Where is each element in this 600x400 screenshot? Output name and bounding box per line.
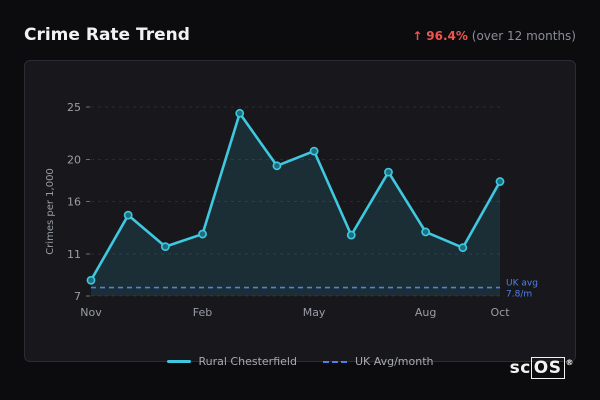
- brand-logo: sc OS ®: [509, 357, 574, 379]
- data-point: [384, 167, 393, 177]
- trend-change: ↑ 96.4% (over 12 months): [412, 29, 576, 43]
- chart-legend: Rural Chesterfield UK Avg/month: [0, 355, 600, 368]
- legend-swatch-average: [322, 360, 347, 363]
- x-tick-label: Nov: [80, 306, 102, 319]
- data-point: [458, 243, 468, 253]
- legend-item-series[interactable]: Rural Chesterfield: [166, 355, 297, 368]
- legend-label-series: Rural Chesterfield: [198, 355, 297, 368]
- brand-boxed: OS: [530, 357, 565, 379]
- average-label: UK avg: [506, 279, 538, 289]
- x-tick-label: Aug: [415, 306, 436, 319]
- data-point: [272, 161, 282, 171]
- data-point: [235, 108, 245, 118]
- x-tick-label: Oct: [490, 306, 510, 319]
- y-axis-label: Crimes per 1,000: [45, 168, 56, 255]
- trend-up-icon: ↑: [412, 29, 423, 43]
- legend-swatch-series: [166, 360, 191, 363]
- y-tick-label: 7: [74, 290, 81, 303]
- data-point: [86, 275, 96, 285]
- data-point: [346, 230, 356, 240]
- brand-prefix: sc: [509, 358, 531, 378]
- x-tick-label: Feb: [193, 306, 212, 319]
- y-tick-label: 25: [67, 101, 81, 114]
- series-line: [89, 112, 502, 281]
- change-period: (over 12 months): [471, 29, 576, 43]
- legend-label-average: UK Avg/month: [354, 355, 434, 368]
- series-area: [91, 113, 500, 296]
- y-tick-label: 11: [67, 248, 81, 261]
- x-tick-label: May: [303, 306, 326, 319]
- data-point: [123, 210, 133, 220]
- legend-item-average[interactable]: UK Avg/month: [322, 355, 434, 368]
- average-value-label: 7.8/m: [506, 290, 532, 300]
- data-point: [309, 146, 319, 156]
- chart-title: Crime Rate Trend: [24, 25, 190, 45]
- y-tick-label: 16: [67, 196, 81, 209]
- data-point: [198, 229, 207, 239]
- y-tick-label: 20: [67, 154, 81, 167]
- data-point: [421, 227, 431, 237]
- change-percent: 96.4%: [426, 29, 468, 43]
- data-point: [160, 242, 170, 252]
- brand-reg: ®: [565, 358, 574, 367]
- data-point: [495, 177, 505, 186]
